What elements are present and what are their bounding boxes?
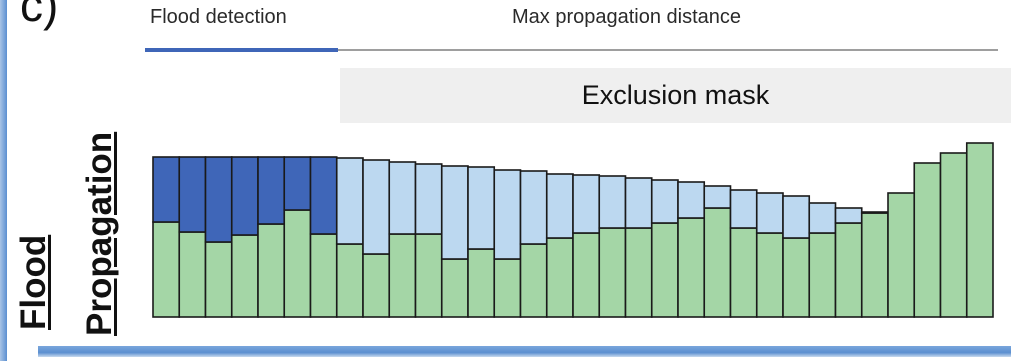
- terrain-bar: [230, 234, 259, 318]
- exclusion-mask-label: Exclusion mask: [581, 80, 770, 110]
- terrain-bar: [860, 212, 889, 318]
- propagated-flood-bar: [519, 170, 548, 245]
- terrain-bar: [440, 258, 469, 318]
- propagated-flood-bar: [388, 161, 417, 235]
- propagated-flood-bar: [860, 211, 889, 214]
- propagated-flood-bar: [834, 207, 863, 224]
- propagated-flood-bar: [467, 166, 496, 250]
- propagated-flood-bar: [493, 169, 522, 260]
- terrain-bar: [808, 232, 837, 318]
- exclusion-mask-band: Exclusion mask: [340, 68, 1011, 123]
- terrain-bar: [572, 232, 601, 318]
- propagated-flood-bar: [362, 159, 391, 255]
- propagated-flood-bar: [440, 165, 469, 260]
- propagated-flood-bar: [650, 179, 679, 224]
- detected-flood-bar: [152, 156, 181, 223]
- propagated-flood-bar: [808, 202, 837, 234]
- detected-flood-bar: [283, 156, 312, 211]
- detected-flood-bar: [204, 156, 233, 243]
- terrain-bar: [414, 233, 443, 318]
- propagation-side-label: Propagation: [80, 131, 119, 336]
- propagated-flood-bar: [703, 185, 732, 209]
- detected-flood-bar: [257, 156, 286, 225]
- terrain-bar: [467, 248, 496, 318]
- terrain-bar: [309, 233, 338, 318]
- terrain-bar: [519, 243, 548, 318]
- terrain-bar: [204, 241, 233, 318]
- frame-bottom-edge: [38, 346, 1011, 357]
- propagated-flood-bar: [755, 192, 784, 234]
- terrain-bar: [362, 253, 391, 318]
- propagated-flood-bar: [624, 177, 653, 229]
- tab-max-propagation-distance: Max propagation distance: [512, 6, 742, 28]
- max-propagation-rule: [338, 49, 998, 51]
- propagated-flood-bar: [414, 163, 443, 235]
- terrain-bar: [782, 237, 811, 318]
- terrain-bar: [939, 152, 968, 318]
- terrain-bar: [729, 227, 758, 318]
- terrain-bar: [834, 222, 863, 318]
- terrain-bar: [913, 162, 942, 318]
- propagated-flood-bar: [782, 195, 811, 239]
- terrain-bar: [493, 258, 522, 318]
- panel-letter: c): [20, 0, 59, 31]
- terrain-bar: [178, 231, 207, 318]
- detected-flood-bar: [230, 156, 259, 236]
- propagated-flood-bar: [545, 173, 574, 239]
- flood-side-label: Flood: [14, 234, 53, 330]
- frame-left-edge: [0, 0, 7, 361]
- terrain-bar: [283, 209, 312, 318]
- terrain-bar: [624, 227, 653, 318]
- terrain-bar: [257, 223, 286, 318]
- terrain-bar: [152, 221, 181, 318]
- detected-flood-bar: [178, 156, 207, 233]
- propagated-flood-bar: [572, 174, 601, 234]
- detected-flood-bar: [309, 156, 338, 235]
- flood-detection-underline: [145, 48, 338, 52]
- propagated-flood-bar: [677, 181, 706, 219]
- terrain-bar: [887, 192, 916, 318]
- terrain-bar: [598, 227, 627, 318]
- propagated-flood-bar: [598, 175, 627, 229]
- propagated-flood-bar: [335, 157, 364, 245]
- propagated-flood-bar: [729, 189, 758, 229]
- terrain-bar: [650, 222, 679, 318]
- tab-flood-detection: Flood detection: [150, 6, 287, 28]
- terrain-bar: [335, 243, 364, 318]
- terrain-bar: [755, 232, 784, 318]
- terrain-bar: [677, 217, 706, 318]
- terrain-bar: [545, 237, 574, 318]
- terrain-bar: [965, 142, 994, 318]
- terrain-bar: [703, 207, 732, 318]
- terrain-bar: [388, 233, 417, 318]
